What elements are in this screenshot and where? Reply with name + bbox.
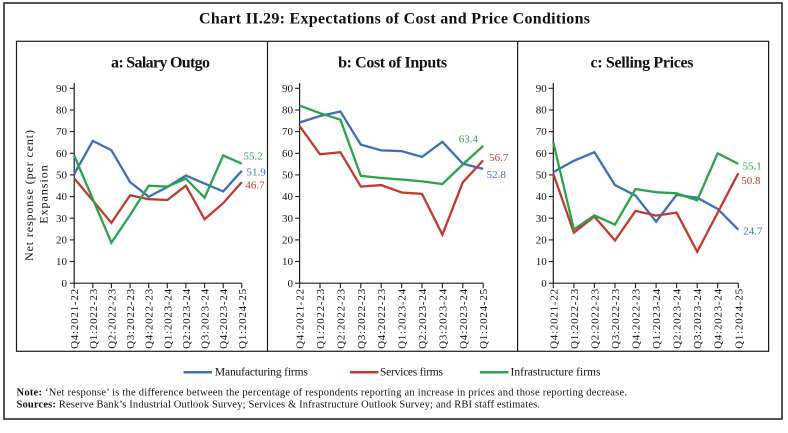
svg-text:80: 80 <box>282 105 294 117</box>
svg-text:Q3:2022-23: Q3:2022-23 <box>125 288 137 349</box>
svg-text:Q4:2022-23: Q4:2022-23 <box>144 288 156 349</box>
svg-text:52.8: 52.8 <box>487 169 507 181</box>
svg-text:Q3:2023-24: Q3:2023-24 <box>437 288 449 349</box>
svg-text:46.7: 46.7 <box>245 180 265 192</box>
svg-text:30: 30 <box>282 213 294 225</box>
svg-text:40: 40 <box>56 191 68 203</box>
svg-text:50: 50 <box>282 170 294 182</box>
svg-text:Q4:2023-24: Q4:2023-24 <box>218 288 230 349</box>
svg-text:70: 70 <box>536 126 548 138</box>
svg-text:10: 10 <box>536 256 548 268</box>
svg-text:55.1: 55.1 <box>743 160 762 172</box>
svg-text:90: 90 <box>536 83 548 95</box>
svg-text:30: 30 <box>536 213 548 225</box>
svg-text:Q1:2022-23: Q1:2022-23 <box>315 288 327 349</box>
svg-text:Chart II.29: Expectations of C: Chart II.29: Expectations of Cost and Pr… <box>199 11 590 28</box>
svg-text:80: 80 <box>536 105 548 117</box>
svg-text:40: 40 <box>282 191 294 203</box>
svg-text:Q1:2024-25: Q1:2024-25 <box>237 288 249 348</box>
svg-text:70: 70 <box>56 126 68 138</box>
svg-text:Q3:2023-24: Q3:2023-24 <box>200 288 212 349</box>
svg-text:20: 20 <box>282 235 294 247</box>
svg-text:Q2:2022-23: Q2:2022-23 <box>589 288 601 349</box>
svg-text:Q4:2023-24: Q4:2023-24 <box>458 288 470 349</box>
svg-text:Q4:2021-22: Q4:2021-22 <box>69 289 81 349</box>
svg-text:24.7: 24.7 <box>743 226 763 238</box>
svg-text:20: 20 <box>56 235 68 247</box>
svg-text:Q1:2023-24: Q1:2023-24 <box>162 288 174 349</box>
svg-text:70: 70 <box>282 126 294 138</box>
svg-text:Q1:2023-24: Q1:2023-24 <box>651 288 663 349</box>
svg-text:Net response (per cent): Net response (per cent) <box>22 130 36 261</box>
svg-text:Q2:2022-23: Q2:2022-23 <box>106 288 118 349</box>
svg-text:Q2:2023-24: Q2:2023-24 <box>417 288 429 349</box>
svg-text:Manufacturing firms: Manufacturing firms <box>215 366 309 378</box>
svg-text:50.8: 50.8 <box>741 175 761 187</box>
svg-text:Q4:2022-23: Q4:2022-23 <box>376 288 388 349</box>
svg-text:50: 50 <box>536 170 548 182</box>
svg-text:0: 0 <box>541 278 547 290</box>
svg-text:30: 30 <box>56 213 68 225</box>
svg-text:Q4:2022-23: Q4:2022-23 <box>631 288 643 349</box>
svg-text:Q1:2024-25: Q1:2024-25 <box>733 288 745 349</box>
svg-text:10: 10 <box>282 256 294 268</box>
svg-text:Q3:2022-23: Q3:2022-23 <box>356 288 368 349</box>
svg-text:10: 10 <box>56 256 68 268</box>
svg-text:Infrastructure firms: Infrastructure firms <box>511 366 602 378</box>
svg-text:Q4:2021-22: Q4:2021-22 <box>295 289 307 349</box>
svg-text:60: 60 <box>282 148 294 160</box>
svg-text:Q2:2023-24: Q2:2023-24 <box>672 288 684 349</box>
svg-text:Sources: Reserve Bank’s Indust: Sources: Reserve Bank’s Industrial Outlo… <box>17 400 541 411</box>
svg-text:50: 50 <box>56 170 68 182</box>
svg-text:80: 80 <box>56 105 68 117</box>
svg-text:Q3:2022-23: Q3:2022-23 <box>610 288 622 349</box>
svg-text:63.4: 63.4 <box>459 133 479 145</box>
svg-text:Expansion: Expansion <box>37 165 51 224</box>
svg-text:Q4:2021-22: Q4:2021-22 <box>548 289 560 349</box>
svg-text:90: 90 <box>282 83 294 95</box>
svg-text:Q1:2024-25: Q1:2024-25 <box>478 288 490 349</box>
svg-text:Q4:2023-24: Q4:2023-24 <box>713 288 725 349</box>
svg-text:Services firms: Services firms <box>380 366 444 378</box>
svg-text:55.2: 55.2 <box>244 151 263 163</box>
svg-text:c: Selling Prices: c: Selling Prices <box>591 55 694 72</box>
svg-text:0: 0 <box>288 278 294 290</box>
svg-text:b: Cost of Inputs: b: Cost of Inputs <box>338 55 447 72</box>
svg-text:51.9: 51.9 <box>247 166 267 178</box>
svg-text:40: 40 <box>536 191 548 203</box>
svg-text:Q1:2022-23: Q1:2022-23 <box>88 288 100 349</box>
svg-text:20: 20 <box>536 235 548 247</box>
svg-text:90: 90 <box>56 83 68 95</box>
svg-text:a: Salary Outgo: a: Salary Outgo <box>111 55 210 72</box>
svg-text:Q1:2022-23: Q1:2022-23 <box>569 288 581 349</box>
svg-text:Q2:2023-24: Q2:2023-24 <box>181 288 193 349</box>
svg-text:60: 60 <box>56 148 68 160</box>
svg-text:Q2:2022-23: Q2:2022-23 <box>335 288 347 349</box>
svg-text:Q1:2023-24: Q1:2023-24 <box>397 288 409 349</box>
svg-text:60: 60 <box>536 148 548 160</box>
svg-text:0: 0 <box>62 278 68 290</box>
svg-text:56.7: 56.7 <box>489 152 509 164</box>
svg-text:Note: ‘Net response’ is the di: Note: ‘Net response’ is the difference b… <box>17 388 628 399</box>
svg-text:Q3:2023-24: Q3:2023-24 <box>692 288 704 349</box>
